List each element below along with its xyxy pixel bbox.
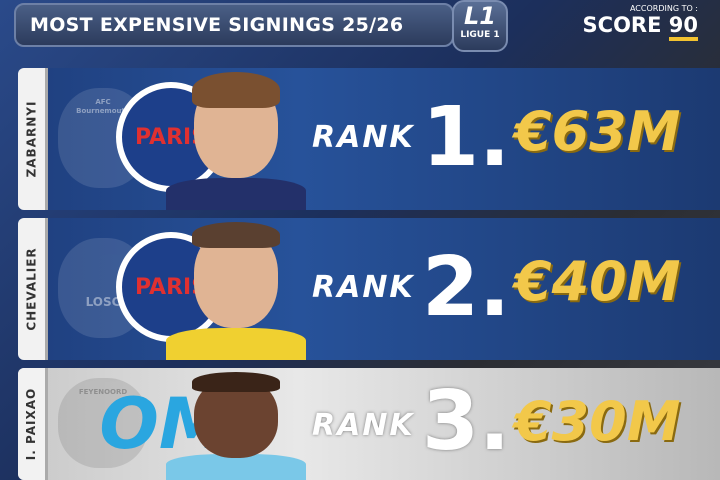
player-name: ZABARNYI	[24, 100, 39, 178]
old-club-logo: FEYENOORD	[58, 378, 148, 468]
player-name: I. PAIXAO	[24, 387, 39, 461]
title-text: MOST EXPENSIVE SIGNINGS 25/26	[30, 14, 404, 36]
rank-label: RANK	[312, 120, 415, 155]
rank-label: RANK	[312, 408, 415, 443]
old-club-name: FEYENOORD	[78, 388, 128, 396]
transfer-fee: €30M	[514, 390, 681, 453]
transfer-fee: €40M	[514, 250, 681, 313]
player-photo	[166, 368, 306, 480]
rank-number: 1.	[422, 90, 511, 185]
league-logo-mark: L1	[464, 2, 496, 30]
player-name-tab: CHEVALIER	[18, 218, 48, 360]
player-photo	[166, 68, 306, 210]
source-number: 90	[668, 13, 698, 41]
score90-logo: SCORE 90	[582, 13, 698, 41]
player-name-tab: ZABARNYI	[18, 68, 48, 210]
league-name: LIGUE 1	[460, 30, 500, 40]
source-label: ACCORDING TO :	[629, 4, 698, 13]
player-photo	[166, 218, 306, 360]
old-club-name: AFC Bournemouth	[76, 98, 130, 115]
old-club-name: LOSC	[85, 295, 121, 309]
player-name: CHEVALIER	[24, 247, 39, 331]
rank-number: 2.	[422, 240, 511, 335]
signing-card-2: LOSC PARIS CHEVALIER RANK 2. €40M	[18, 218, 720, 360]
player-name-tab: I. PAIXAO	[18, 368, 48, 480]
transfer-fee: €63M	[514, 100, 681, 163]
signing-card-3: FEYENOORD OM I. PAIXAO RANK 3. €30M	[18, 368, 720, 480]
ligue1-logo: L1 LIGUE 1	[452, 0, 508, 52]
rank-label: RANK	[312, 270, 415, 305]
signing-card-1: AFC Bournemouth PARIS ZABARNYI RANK 1. €…	[18, 68, 720, 210]
rank-number: 3.	[422, 374, 511, 469]
source-brand: SCORE	[582, 13, 662, 37]
source-credit: ACCORDING TO : SCORE 90	[582, 4, 698, 41]
page-title: MOST EXPENSIVE SIGNINGS 25/26	[14, 3, 454, 47]
